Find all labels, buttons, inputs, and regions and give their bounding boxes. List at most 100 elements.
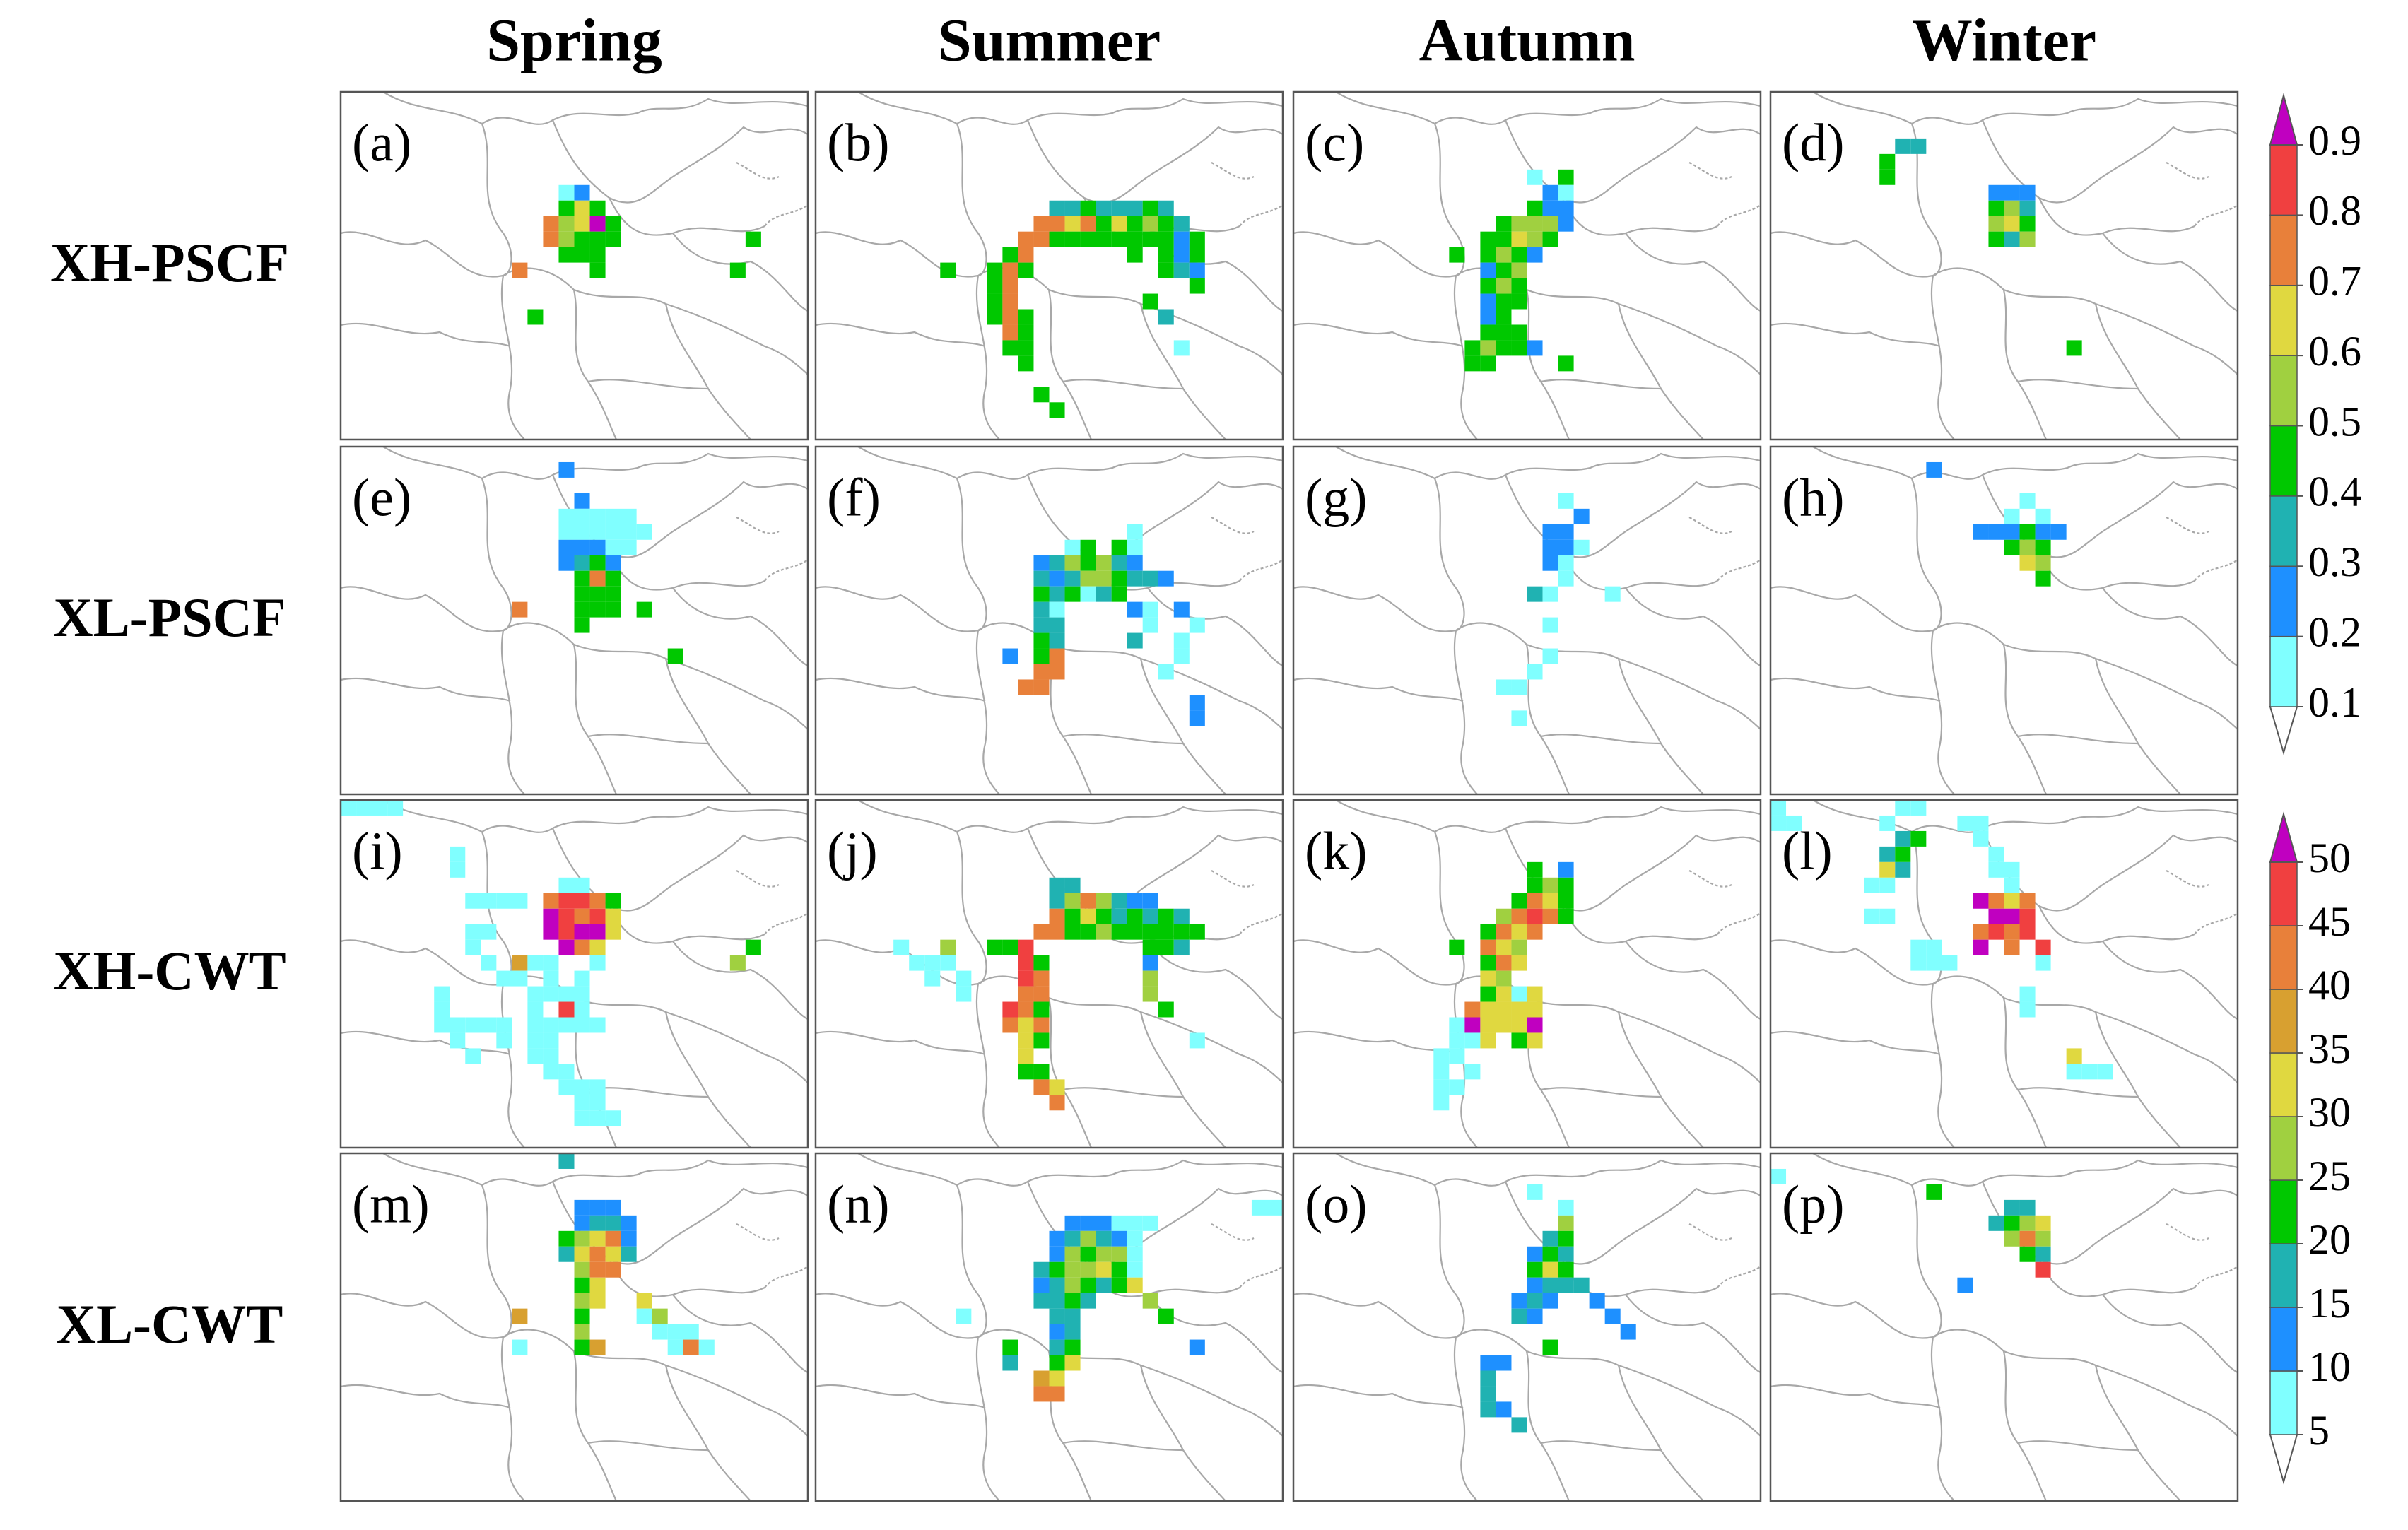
grid-cell <box>1511 293 1527 310</box>
grid-cell <box>1096 1261 1112 1278</box>
grid-cell <box>372 800 388 816</box>
grid-cell <box>729 955 746 971</box>
grid-cell <box>527 1048 544 1064</box>
grid-cell <box>558 939 575 955</box>
grid-cell <box>2004 200 2020 216</box>
grid-cell <box>1895 800 1911 816</box>
grid-cell <box>1033 586 1050 602</box>
grid-cell <box>729 262 746 278</box>
grid-cell <box>1158 216 1174 232</box>
grid-cell <box>1158 262 1174 278</box>
grid-cell <box>589 939 606 955</box>
panel-border <box>814 799 1284 1149</box>
grid-cell <box>2019 1230 2036 1247</box>
grid-cell <box>1033 570 1050 587</box>
colorbar: 5 10 15 20 25 30 35 40 45 50 <box>2269 811 2351 1485</box>
grid-cell <box>1511 231 1527 247</box>
grid-cell <box>1879 815 1896 831</box>
grid-cell <box>589 586 606 602</box>
grid-cell <box>1080 216 1096 232</box>
grid-cell <box>1049 632 1065 649</box>
grid-cell <box>2050 524 2067 540</box>
grid-cell <box>1002 1339 1018 1355</box>
grid-cell <box>1127 1246 1143 1262</box>
grid-cell <box>387 800 404 816</box>
grid-cell <box>1973 830 1989 847</box>
grid-cell <box>1096 1215 1112 1231</box>
grid-cell <box>589 508 606 524</box>
colorbar-bin <box>2269 425 2298 497</box>
grid-cell <box>1033 555 1050 571</box>
grid-cell <box>1542 524 1558 540</box>
grid-cell <box>481 955 497 971</box>
grid-cell <box>1127 1215 1143 1231</box>
grid-cell <box>589 1095 606 1111</box>
grid-cell <box>574 1017 590 1033</box>
grid-cell <box>512 601 528 618</box>
panel-label: (e) <box>352 468 411 527</box>
grid-cell <box>987 939 1003 955</box>
colorbar-bin <box>2269 861 2298 926</box>
grid-cell <box>605 1110 621 1126</box>
grid-cell <box>1433 1048 1450 1064</box>
grid-cell <box>574 1293 590 1309</box>
grid-cell <box>589 1246 606 1262</box>
grid-cell <box>1542 648 1558 664</box>
grid-cell <box>1049 1095 1065 1111</box>
grid-cell <box>558 508 575 524</box>
panel-border <box>339 799 809 1149</box>
grid-cell <box>1018 324 1034 341</box>
grid-cell <box>924 970 941 987</box>
grid-cell <box>1527 664 1543 680</box>
grid-cell <box>1158 1308 1174 1324</box>
grid-cell <box>1542 1293 1558 1309</box>
grid-cell <box>574 939 590 955</box>
grid-cell <box>605 1215 621 1231</box>
colorbar-bin <box>2269 355 2298 427</box>
grid-cell <box>1127 524 1143 540</box>
grid-cell <box>1080 555 1096 571</box>
grid-cell <box>1127 632 1143 649</box>
grid-cell <box>574 508 590 524</box>
grid-cell <box>1910 830 1927 847</box>
grid-cell <box>574 570 590 587</box>
grid-cell <box>1189 695 1205 711</box>
panel-background <box>1293 447 1761 794</box>
grid-cell <box>1527 247 1543 263</box>
grid-cell <box>1096 1230 1112 1247</box>
grid-cell <box>2004 231 2020 247</box>
grid-cell <box>2035 555 2051 571</box>
grid-cell <box>1480 1355 1496 1371</box>
grid-cell <box>543 1017 559 1033</box>
grid-cell <box>2004 184 2020 201</box>
grid-cell <box>558 1064 575 1080</box>
grid-cell <box>1558 893 1574 909</box>
grid-cell <box>543 893 559 909</box>
grid-cell <box>1957 815 1973 831</box>
grid-cell <box>1002 324 1018 341</box>
grid-cell <box>909 955 925 971</box>
grid-cell <box>574 601 590 618</box>
grid-cell <box>434 1001 450 1018</box>
grid-cell <box>1988 184 2004 201</box>
grid-cell <box>1033 1064 1050 1080</box>
grid-cell <box>589 247 606 263</box>
cell-layer <box>893 877 1205 1111</box>
grid-cell <box>543 216 559 232</box>
grid-cell <box>1111 1261 1127 1278</box>
panel-border <box>814 445 1284 796</box>
grid-cell <box>1033 970 1050 987</box>
panel-label: (h) <box>1782 468 1845 527</box>
cell-layer <box>1433 861 1574 1111</box>
grid-cell <box>987 278 1003 294</box>
grid-cell <box>1033 1293 1050 1309</box>
grid-cell <box>1049 1386 1065 1402</box>
grid-cell <box>1511 1417 1527 1433</box>
grid-cell <box>1511 278 1527 294</box>
grid-cell <box>558 231 575 247</box>
map-panel: (l) <box>1769 799 2239 1149</box>
grid-cell <box>1173 231 1190 247</box>
grid-cell <box>496 1017 512 1033</box>
grid-cell <box>1096 200 1112 216</box>
